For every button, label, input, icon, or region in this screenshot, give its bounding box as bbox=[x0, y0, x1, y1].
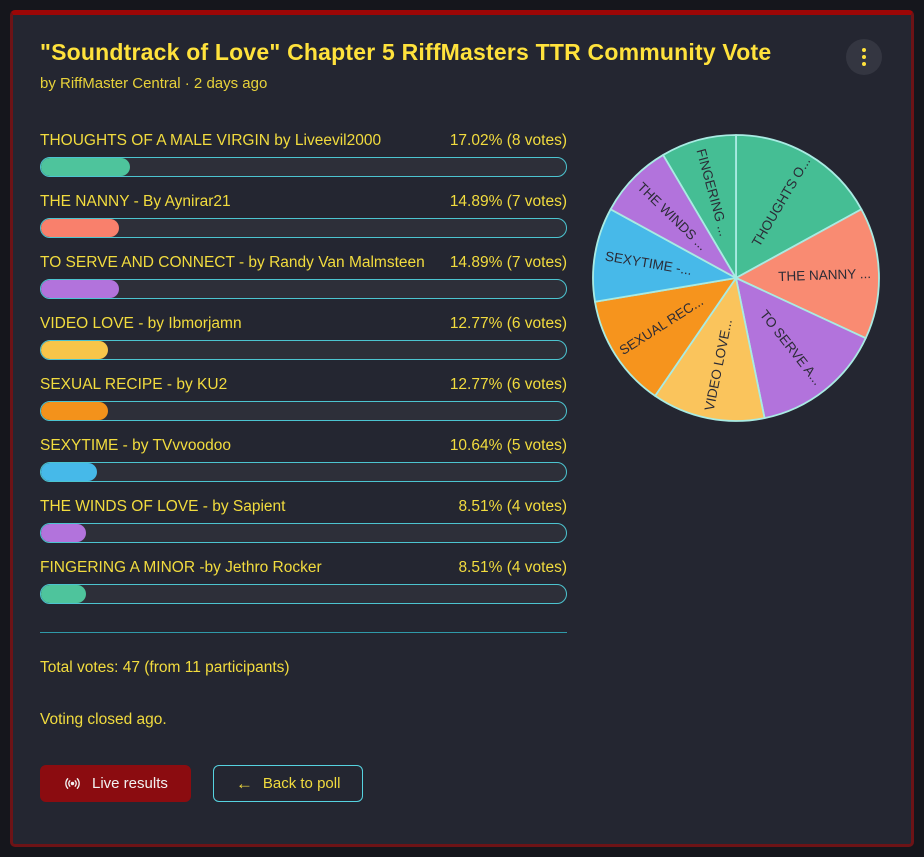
option-label: SEXYTIME - by TVvvoodoo bbox=[40, 437, 231, 454]
option-progress-fill bbox=[41, 524, 86, 542]
pie-slice bbox=[735, 134, 863, 279]
pie-slice bbox=[662, 134, 737, 279]
option-progress-track bbox=[40, 157, 567, 177]
pie-chart: THOUGHTS O... THE NANNY ... TO SERVE A... V… bbox=[590, 132, 882, 424]
option-progress-track bbox=[40, 401, 567, 421]
voting-closed-text: Voting closed ago. bbox=[40, 711, 167, 728]
option-progress-fill bbox=[41, 463, 97, 481]
pie-slice bbox=[594, 277, 737, 397]
header: "Soundtrack of Love" Chapter 5 RiffMaste… bbox=[40, 39, 884, 92]
poll-option-row: SEXYTIME - by TVvvoodoo 10.64% (5 votes) bbox=[40, 435, 567, 482]
option-percent: 8.51% (4 votes) bbox=[458, 498, 567, 515]
option-label: SEXUAL RECIPE - by KU2 bbox=[40, 376, 228, 393]
option-label: THE NANNY - By Aynirar21 bbox=[40, 193, 231, 210]
option-percent: 8.51% (4 votes) bbox=[458, 559, 567, 576]
option-percent: 17.02% (8 votes) bbox=[449, 132, 567, 149]
option-progress-track bbox=[40, 523, 567, 543]
option-label: THE WINDS OF LOVE - by Sapient bbox=[40, 498, 286, 515]
divider bbox=[40, 632, 567, 633]
results-body: THOUGHTS OF A MALE VIRGIN by Liveevil200… bbox=[40, 130, 884, 802]
poll-option-row: SEXUAL RECIPE - by KU2 12.77% (6 votes) bbox=[40, 374, 567, 421]
chart-column: THOUGHTS O... THE NANNY ... TO SERVE A... V… bbox=[567, 130, 884, 802]
action-buttons: Live results ← Back to poll bbox=[40, 765, 567, 802]
option-progress-fill bbox=[41, 219, 120, 237]
option-progress-fill bbox=[41, 280, 120, 298]
total-votes-text: Total votes: 47 (from 11 participants) bbox=[40, 659, 290, 676]
option-percent: 12.77% (6 votes) bbox=[449, 376, 567, 393]
poll-option-row: TO SERVE AND CONNECT - by Randy Van Malm… bbox=[40, 252, 567, 299]
live-results-label: Live results bbox=[92, 775, 168, 792]
option-progress-track bbox=[40, 462, 567, 482]
pie-slice bbox=[735, 277, 867, 420]
options-column: THOUGHTS OF A MALE VIRGIN by Liveevil200… bbox=[40, 130, 567, 802]
pie-slice bbox=[654, 277, 766, 422]
poll-results-card: "Soundtrack of Love" Chapter 5 RiffMaste… bbox=[10, 10, 914, 847]
poll-option-row: THOUGHTS OF A MALE VIRGIN by Liveevil200… bbox=[40, 130, 567, 177]
option-label: FINGERING A MINOR -by Jethro Rocker bbox=[40, 559, 322, 576]
option-percent: 10.64% (5 votes) bbox=[449, 437, 567, 454]
option-percent: 12.77% (6 votes) bbox=[449, 315, 567, 332]
option-progress-track bbox=[40, 340, 567, 360]
poll-option-row: THE WINDS OF LOVE - by Sapient 8.51% (4 … bbox=[40, 496, 567, 543]
option-percent: 14.89% (7 votes) bbox=[449, 254, 567, 271]
option-label: VIDEO LOVE - by Ibmorjamn bbox=[40, 315, 242, 332]
page-title: "Soundtrack of Love" Chapter 5 RiffMaste… bbox=[40, 39, 772, 65]
back-arrow-icon: ← bbox=[235, 773, 253, 793]
option-progress-track bbox=[40, 279, 567, 299]
option-progress-track bbox=[40, 218, 567, 238]
poll-option-row: THE NANNY - By Aynirar21 14.89% (7 votes… bbox=[40, 191, 567, 238]
pie-slice bbox=[592, 208, 737, 303]
option-progress-fill bbox=[41, 585, 86, 603]
poll-option-row: VIDEO LOVE - by Ibmorjamn 12.77% (6 vote… bbox=[40, 313, 567, 360]
options-list: THOUGHTS OF A MALE VIRGIN by Liveevil200… bbox=[40, 130, 567, 604]
pie-slice-label: THE NANNY ... bbox=[778, 266, 871, 284]
kebab-menu-button[interactable] bbox=[846, 39, 882, 75]
option-progress-fill bbox=[41, 402, 109, 420]
poll-option-row: FINGERING A MINOR -by Jethro Rocker 8.51… bbox=[40, 557, 567, 604]
option-progress-fill bbox=[41, 158, 131, 176]
back-to-poll-button[interactable]: ← Back to poll bbox=[212, 765, 364, 802]
live-results-button[interactable]: Live results bbox=[40, 765, 191, 802]
option-percent: 14.89% (7 votes) bbox=[449, 193, 567, 210]
option-label: THOUGHTS OF A MALE VIRGIN by Liveevil200… bbox=[40, 132, 382, 149]
option-label: TO SERVE AND CONNECT - by Randy Van Malm… bbox=[40, 254, 425, 271]
byline: by RiffMaster Central · 2 days ago bbox=[40, 75, 268, 92]
pie-slice bbox=[735, 208, 880, 340]
back-to-poll-label: Back to poll bbox=[262, 775, 341, 792]
option-progress-track bbox=[40, 584, 567, 604]
option-progress-fill bbox=[41, 341, 109, 359]
broadcast-live-icon bbox=[65, 778, 80, 789]
